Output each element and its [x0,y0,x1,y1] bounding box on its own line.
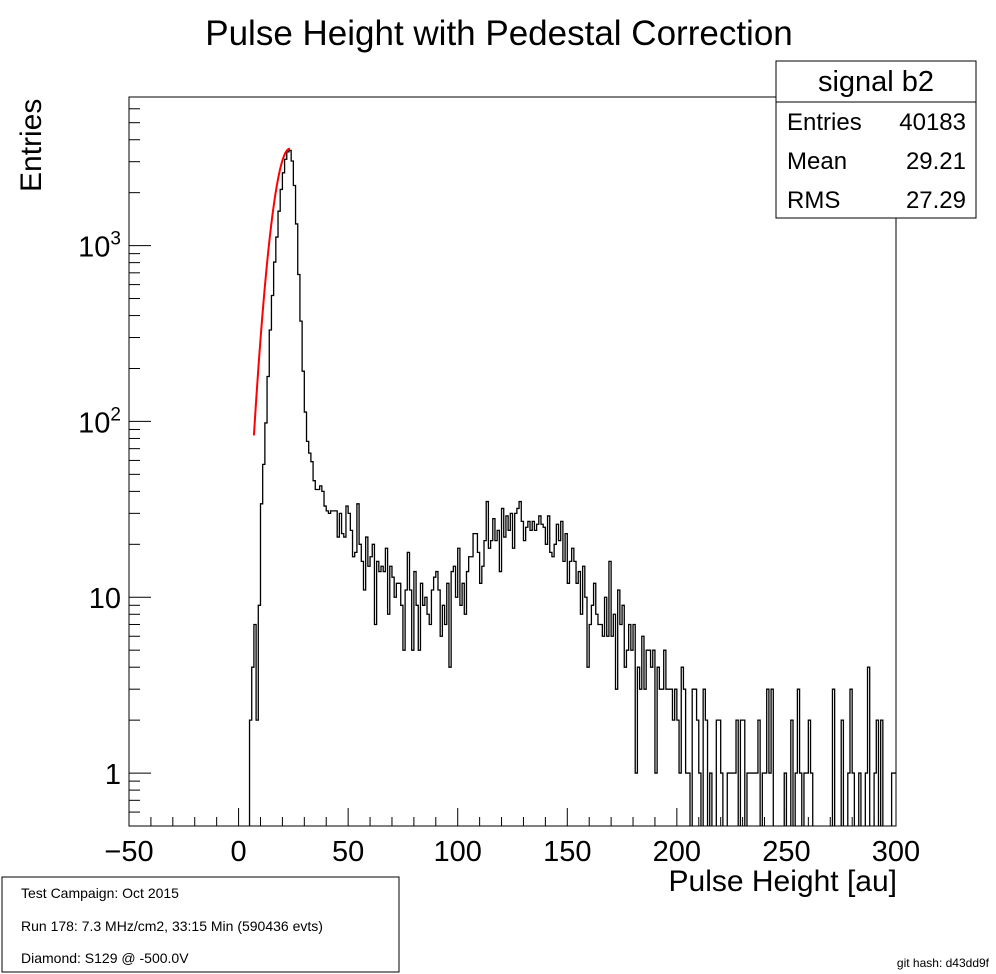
x-tick-label: 300 [872,836,920,868]
stats-value-entries: 40183 [899,109,966,136]
histogram-series-signal-b2 [248,149,896,826]
y-tick-label: 102 [78,404,121,439]
stats-label-mean: Mean [787,148,847,175]
stats-box-frame [775,60,977,219]
stats-value-rms: 27.29 [906,187,966,214]
plot-area-data [248,147,896,826]
x-axis-ticks: −50 0 50 100 150 200 250 300 [104,808,920,868]
chart-title: Pulse Height with Pedestal Correction [205,14,793,53]
y-tick-label: 1 [105,759,121,791]
x-tick-label: 0 [231,836,247,868]
stats-label-rms: RMS [787,187,840,214]
x-tick-label: 200 [653,836,701,868]
x-tick-label: −50 [104,836,153,868]
x-tick-label: 250 [762,836,810,868]
y-tick-label: 103 [78,229,121,264]
info-line-run: Run 178: 7.3 MHz/cm2, 33:15 Min (590436 … [21,918,323,934]
run-info-frame [1,876,400,973]
run-info-box: Test Campaign: Oct 2015 Run 178: 7.3 MHz… [1,876,400,973]
stats-label-entries: Entries [787,109,862,136]
info-line-diamond: Diamond: S129 @ -500.0V [21,950,189,966]
y-axis-label: Entries [15,99,48,192]
plot-frame [128,96,897,827]
x-axis-label: Pulse Height [au] [669,865,897,898]
info-line-campaign: Test Campaign: Oct 2015 [21,885,179,901]
y-tick-label: 10 [89,583,121,615]
y-axis-ticks: 1 10 102 103 [78,229,151,791]
stats-box-title: signal b2 [818,66,934,98]
stats-value-mean: 29.21 [906,148,966,175]
axis-minor-ticks [129,96,875,827]
stats-box: signal b2 Entries 40183 Mean 29.21 RMS 2… [775,60,977,219]
x-tick-label: 150 [543,836,591,868]
gaussian-fit-curve [252,147,291,436]
x-tick-label: 100 [434,836,482,868]
git-hash-label: git hash: d43dd9f [897,956,990,970]
x-tick-label: 50 [332,836,364,868]
